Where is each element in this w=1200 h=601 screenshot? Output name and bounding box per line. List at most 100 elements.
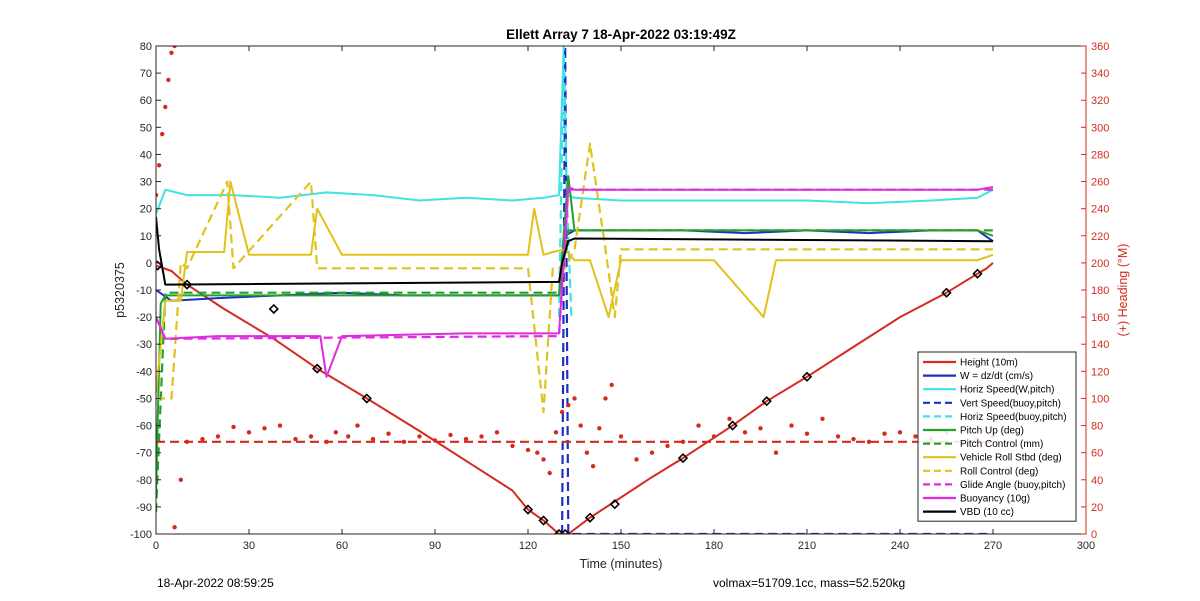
series-heading-12-point (479, 434, 484, 439)
series-buoyancy-10g-line (156, 186, 994, 378)
height-marker (609, 499, 620, 510)
series-heading-12-point (547, 470, 552, 476)
series-heading-12-point (897, 430, 903, 435)
series-height-10m-line (156, 262, 994, 534)
timestamp-label: 18-Apr-2022 08:59:25 (157, 576, 274, 590)
legend-entry: W = dz/dt (cm/s) (960, 371, 1033, 382)
legend-entry: Pitch Up (deg) (960, 426, 1024, 437)
series-heading-12-point (463, 436, 469, 442)
series-heading-12-point (590, 464, 596, 469)
y-tick-label: -50 (136, 393, 152, 405)
series-heading-12-point (262, 426, 267, 431)
y2-tick-label: 360 (1091, 41, 1109, 53)
legend-entry: Horiz Speed(buoy,pitch) (960, 412, 1067, 423)
y2-tick-label: 200 (1091, 258, 1109, 270)
series-heading-12-point (172, 46, 177, 49)
x-tick-label: 210 (798, 540, 816, 552)
y-tick-label: 20 (140, 204, 152, 216)
series-heading-12-point (166, 77, 171, 83)
series-heading-12-point (277, 423, 283, 428)
series-heading-12-point (494, 430, 500, 435)
x-tick-label: 30 (243, 540, 255, 552)
series-heading-12-point (559, 409, 565, 415)
series-heading-12-point (370, 436, 376, 442)
series-heading-12-point (696, 423, 701, 428)
series-heading-12-point (156, 163, 162, 168)
y-tick-label: -20 (136, 312, 152, 324)
y-tick-label: 0 (146, 258, 152, 270)
y-tick-label: -100 (130, 529, 152, 541)
series-heading-12-point (231, 424, 236, 430)
y-tick-label: 40 (140, 149, 152, 161)
plot-area (156, 46, 996, 534)
series-heading-12-point (835, 434, 841, 439)
y2-tick-label: 340 (1091, 68, 1109, 80)
legend-entry: Vert Speed(buoy,pitch) (960, 398, 1061, 409)
series-horiz-speed-buoy-pitch-line (557, 46, 573, 318)
series-heading-12-point (169, 50, 174, 55)
legend-entry: VBD (10 cc) (960, 507, 1014, 518)
legend-entry: Roll Control (deg) (960, 466, 1038, 477)
y2-tick-label: 260 (1091, 177, 1109, 189)
y-tick-label: 70 (140, 68, 152, 80)
series-heading-12-point (163, 104, 168, 110)
series-heading-12-point (172, 525, 177, 530)
series-heading-12-point (584, 450, 590, 455)
series-heading-12-point (525, 447, 531, 453)
y2-tick-label: 120 (1091, 366, 1109, 378)
series-heading-12-point (618, 434, 624, 439)
y-tick-label: -10 (136, 285, 152, 297)
series-heading-12-point (541, 457, 546, 462)
series-heading-12-point (200, 436, 205, 442)
y2-tick-label: 160 (1091, 312, 1109, 324)
height-marker (560, 528, 571, 534)
series-heading-12-point (448, 432, 453, 438)
x-tick-label: 120 (519, 540, 537, 552)
y2-tick-label: 140 (1091, 339, 1109, 351)
series-heading-12-point (510, 443, 515, 449)
series-roll-control-deg-line (156, 142, 993, 414)
series-heading-12-point (773, 450, 779, 455)
y-tick-label: -70 (136, 448, 152, 460)
series-pitch-control-mm-line (156, 229, 993, 513)
x-tick-label: 90 (429, 540, 441, 552)
x-tick-label: 300 (1077, 540, 1095, 552)
y2-tick-label: 180 (1091, 285, 1109, 297)
series-heading-12-point (178, 477, 183, 482)
y2-tick-label: 80 (1091, 421, 1103, 433)
series-heading-12-point (742, 430, 748, 435)
legend-entry: Horiz Speed(W,pitch) (960, 385, 1054, 396)
x-axis-label: Time (minutes) (580, 557, 663, 571)
y2-tick-label: 0 (1091, 529, 1097, 541)
y-tick-label: -40 (136, 366, 152, 378)
legend-entry: Height (10m) (960, 358, 1018, 369)
height-marker (941, 287, 952, 298)
series-vehicle-roll-stbd-deg-line (156, 180, 994, 394)
height-marker (268, 303, 279, 315)
series-heading-12-point (566, 403, 571, 408)
legend: Height (10m) W = dz/dt (cm/s) Horiz Speed(… (917, 351, 1077, 522)
series-heading-12-point (711, 434, 717, 439)
y2-axis-label: (+) Heading (°M) (1116, 244, 1130, 337)
volmax-mass-label: volmax=51709.1cc, mass=52.520kg (713, 576, 906, 590)
series-vbd-10-cc-line (156, 216, 994, 286)
legend-entry: Buoyancy (10g) (960, 494, 1030, 505)
y2-tick-label: 100 (1091, 393, 1109, 405)
y2-tick-label: 280 (1091, 149, 1109, 161)
height-marker (677, 452, 689, 464)
y-tick-label: 30 (140, 177, 152, 189)
legend-entry: Glide Angle (buoy,pitch) (960, 480, 1065, 491)
series-heading-12-point (246, 430, 252, 435)
series-pitch-up-deg-line (156, 175, 994, 494)
y-tick-label: -60 (136, 421, 152, 433)
legend-entry: Pitch Control (mm) (960, 439, 1043, 450)
series-heading-12-point (578, 423, 583, 428)
series-heading-12-point (727, 416, 732, 421)
y-tick-label: 50 (140, 122, 152, 134)
series-heading-12-point (535, 450, 540, 455)
height-marker (584, 512, 596, 523)
height-marker (522, 504, 534, 515)
series-heading-12-point (346, 434, 351, 439)
series-heading-12-point (758, 426, 763, 431)
series-heading-12-point (386, 431, 391, 436)
